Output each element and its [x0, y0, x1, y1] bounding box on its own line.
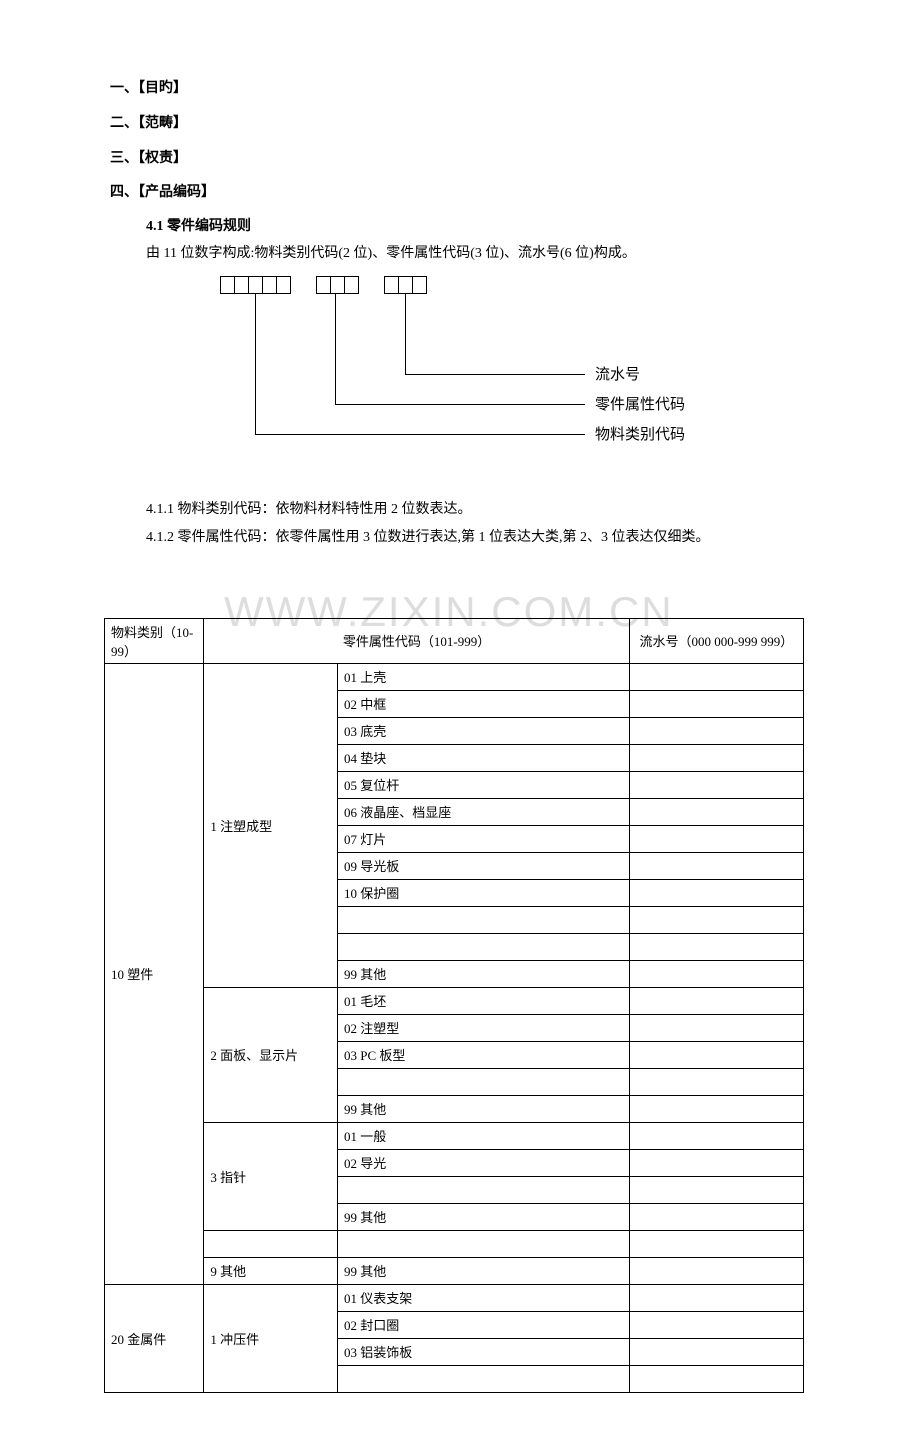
table-cell: 99 其他 [337, 960, 629, 987]
code-structure-diagram: 流水号 零件属性代码 物料类别代码 [160, 276, 760, 456]
table-cell [629, 1068, 803, 1095]
code-table: 物料类别（10-99）零件属性代码（101-999）流水号（000 000-99… [104, 618, 804, 1393]
table-cell: 9 其他 [204, 1257, 338, 1284]
table-cell [629, 852, 803, 879]
heading-3: 三、【权责】 [110, 144, 810, 175]
table-cell: 04 垫块 [337, 744, 629, 771]
intro-text: 由 11 位数字构成:物料类别代码(2 位)、零件属性代码(3 位)、流水号(6… [146, 241, 810, 268]
table-row: 物料类别（10-99）零件属性代码（101-999）流水号（000 000-99… [105, 618, 804, 663]
table-cell [629, 906, 803, 933]
table-row: 9 其他99 其他 [105, 1257, 804, 1284]
diagram-label-attr: 零件属性代码 [595, 393, 685, 414]
table-cell [629, 1257, 803, 1284]
table-row [105, 1230, 804, 1257]
table-cell: 02 中框 [337, 690, 629, 717]
para-4-1-1: 4.1.1 物料类别代码：依物料材料特性用 2 位数表达。 [146, 496, 810, 524]
subheading-4-1: 4.1 零件编码规则 [146, 213, 810, 241]
heading-2: 二、【范畴】 [110, 109, 810, 140]
table-cell [629, 690, 803, 717]
table-cell: 06 液晶座、档显座 [337, 798, 629, 825]
table-cell [337, 906, 629, 933]
table-cell [204, 1230, 338, 1257]
table-cell: 99 其他 [337, 1095, 629, 1122]
table-row: 20 金属件1 冲压件01 仪表支架 [105, 1284, 804, 1311]
table-cell: 零件属性代码（101-999） [204, 618, 629, 663]
table-row: 10 塑件1 注塑成型01 上壳 [105, 663, 804, 690]
table-cell [629, 1149, 803, 1176]
diagram-label-serial: 流水号 [595, 363, 640, 384]
table-cell: 05 复位杆 [337, 771, 629, 798]
table-cell: 流水号（000 000-999 999） [629, 618, 803, 663]
diagram-label-material: 物料类别代码 [595, 423, 685, 444]
table-cell: 1 注塑成型 [204, 663, 338, 987]
table-cell: 20 金属件 [105, 1284, 204, 1392]
table-cell: 02 封口圈 [337, 1311, 629, 1338]
table-cell [629, 1284, 803, 1311]
table-cell [629, 1338, 803, 1365]
table-cell [629, 960, 803, 987]
table-cell [629, 987, 803, 1014]
table-cell [337, 1365, 629, 1392]
table-cell: 99 其他 [337, 1257, 629, 1284]
table-cell [629, 1203, 803, 1230]
table-cell: 3 指针 [204, 1122, 338, 1230]
table-cell [629, 1041, 803, 1068]
table-cell [629, 1014, 803, 1041]
table-cell: 01 仪表支架 [337, 1284, 629, 1311]
table-cell: 01 一般 [337, 1122, 629, 1149]
table-cell: 02 导光 [337, 1149, 629, 1176]
table-cell [629, 771, 803, 798]
table-cell [337, 1176, 629, 1203]
table-cell [629, 1122, 803, 1149]
table-cell [629, 663, 803, 690]
table-cell: 01 上壳 [337, 663, 629, 690]
table-cell [629, 933, 803, 960]
table-cell [337, 1068, 629, 1095]
table-row: 3 指针01 一般 [105, 1122, 804, 1149]
table-cell: 02 注塑型 [337, 1014, 629, 1041]
table-cell: 物料类别（10-99） [105, 618, 204, 663]
heading-4: 四、【产品编码】 [110, 178, 810, 209]
table-cell: 10 保护圈 [337, 879, 629, 906]
table-cell: 03 底壳 [337, 717, 629, 744]
table-cell: 01 毛坯 [337, 987, 629, 1014]
table-cell [629, 717, 803, 744]
table-cell: 10 塑件 [105, 663, 204, 1284]
table-cell: 03 铝装饰板 [337, 1338, 629, 1365]
table-cell [337, 1230, 629, 1257]
table-cell [629, 825, 803, 852]
table-cell [629, 879, 803, 906]
table-cell: 09 导光板 [337, 852, 629, 879]
box-row [220, 276, 426, 294]
table-cell [629, 1365, 803, 1392]
table-cell [629, 744, 803, 771]
table-cell [337, 933, 629, 960]
para-4-1-2: 4.1.2 零件属性代码：依零件属性用 3 位数进行表达,第 1 位表达大类,第… [146, 524, 810, 552]
table-cell: 07 灯片 [337, 825, 629, 852]
table-row: 2 面板、显示片01 毛坯 [105, 987, 804, 1014]
heading-1: 一、【目旳】 [110, 74, 810, 105]
table-cell [629, 798, 803, 825]
table-cell [629, 1311, 803, 1338]
table-cell: 03 PC 板型 [337, 1041, 629, 1068]
table-cell: 2 面板、显示片 [204, 987, 338, 1122]
table-cell: 1 冲压件 [204, 1284, 338, 1392]
table-cell: 99 其他 [337, 1203, 629, 1230]
table-cell [629, 1230, 803, 1257]
table-cell [629, 1176, 803, 1203]
table-cell [629, 1095, 803, 1122]
